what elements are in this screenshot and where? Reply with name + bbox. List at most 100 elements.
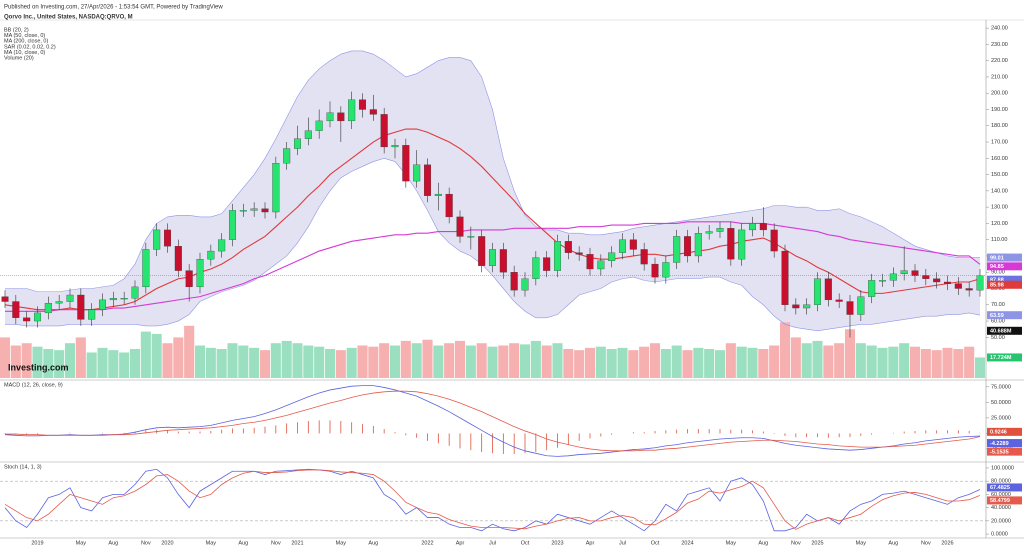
price-tag: 85.98	[990, 283, 1004, 289]
candle-body	[564, 241, 572, 253]
candle-body	[629, 239, 637, 250]
x-tick-label: Aug	[108, 540, 118, 546]
y-tick-label: 25.0000	[991, 415, 1011, 421]
y-tick-label: 180.00	[991, 123, 1008, 129]
volume-bar	[335, 350, 346, 378]
candle-body	[1, 296, 9, 302]
volume-bar	[465, 345, 476, 378]
candle-body	[900, 270, 908, 275]
candle-body	[857, 296, 865, 315]
price-tag-bg	[987, 253, 1022, 262]
candle-body	[651, 263, 659, 278]
volume-bar	[281, 340, 292, 378]
volume-bar	[509, 343, 520, 378]
price-tag: 94.85	[990, 264, 1004, 270]
y-tick-label: 50.00	[991, 335, 1005, 341]
candle-body	[272, 163, 280, 213]
price-tag-bg	[987, 311, 1022, 320]
candle-body	[304, 130, 312, 139]
candle-body	[478, 236, 486, 266]
candle-body	[131, 286, 139, 299]
candle-body	[207, 250, 215, 260]
volume-bar	[844, 329, 856, 378]
candle-body	[965, 288, 973, 291]
x-tick-label: May	[726, 540, 737, 546]
volume-tag-bg	[987, 353, 1022, 362]
y-tick-label: 210.00	[991, 74, 1008, 80]
volume-bar	[823, 345, 834, 378]
indicator-legend: MA (200, close, 0)	[4, 39, 48, 45]
volume-bar	[357, 345, 368, 378]
x-tick-label: 2023	[551, 540, 563, 546]
volume-bar	[834, 343, 845, 378]
y-tick-label: 140.00	[991, 188, 1008, 194]
candle-body	[283, 148, 291, 164]
candle-body	[770, 229, 778, 252]
volume-bar	[346, 347, 357, 378]
candle-body	[759, 223, 767, 231]
y-tick-label: 60.0000	[991, 492, 1011, 498]
volume-bar	[259, 350, 271, 378]
x-tick-label: Jul	[619, 540, 626, 546]
candle-body	[716, 228, 724, 232]
logo: Investing.com	[8, 362, 69, 372]
candle-body	[293, 138, 302, 149]
y-tick-label: 150.00	[991, 172, 1008, 178]
y-tick-label: 20.0000	[991, 518, 1011, 524]
volume-bar	[498, 345, 509, 378]
x-tick-label: Oct	[651, 540, 660, 546]
volume-bar	[693, 347, 704, 378]
candle-body	[369, 109, 377, 115]
candle-body	[337, 112, 345, 122]
volume-bar	[368, 346, 379, 378]
volume-bar	[769, 345, 780, 378]
volume-bar	[0, 337, 11, 378]
stoch-d-line	[4, 469, 981, 530]
volume-bar	[129, 349, 141, 378]
candle-body	[153, 229, 161, 250]
macd-tag: 0.9246	[990, 430, 1007, 436]
candle-body	[55, 301, 63, 304]
volume-bar	[563, 349, 574, 378]
stoch-tag: 58.4799	[990, 498, 1010, 504]
y-tick-label: 50.0000	[991, 400, 1011, 406]
candle-body	[445, 193, 453, 218]
x-tick-label: Nov	[921, 540, 931, 546]
candle-body	[163, 229, 172, 247]
volume-bar	[920, 349, 931, 378]
price-tag: 99.01	[990, 255, 1004, 261]
volume-bar	[400, 340, 411, 378]
volume-bar	[184, 325, 195, 378]
candle-body	[683, 236, 692, 257]
x-tick-label: Aug	[758, 540, 768, 546]
candle-body	[597, 260, 605, 270]
candle-body	[228, 210, 237, 240]
bollinger-upper	[5, 50, 981, 293]
candle-body	[748, 223, 757, 231]
candle-body	[878, 280, 887, 282]
volume-bar	[682, 350, 693, 378]
candle-body	[380, 114, 388, 148]
candle-body	[88, 309, 96, 320]
candle-body	[813, 278, 822, 305]
candle-body	[218, 239, 226, 252]
volume-bar	[444, 343, 455, 378]
volume-bar	[779, 322, 791, 378]
volume-bar	[249, 347, 260, 378]
y-tick-label: 230.00	[991, 42, 1008, 48]
volume-bar	[270, 343, 281, 378]
candle-body	[120, 298, 128, 300]
x-tick-label: Nov	[141, 540, 151, 546]
x-tick-label: Oct	[521, 540, 530, 546]
stoch-tag-bg	[987, 496, 1022, 505]
volume-bar	[855, 343, 866, 378]
candle-body	[846, 301, 854, 315]
indicator-legend: MA (10, close, 0)	[4, 50, 45, 56]
macd-tag-bg	[987, 447, 1022, 456]
volume-bar	[476, 343, 487, 378]
candle-body	[391, 145, 399, 148]
candle-body	[662, 262, 670, 278]
candle-body	[532, 257, 540, 279]
